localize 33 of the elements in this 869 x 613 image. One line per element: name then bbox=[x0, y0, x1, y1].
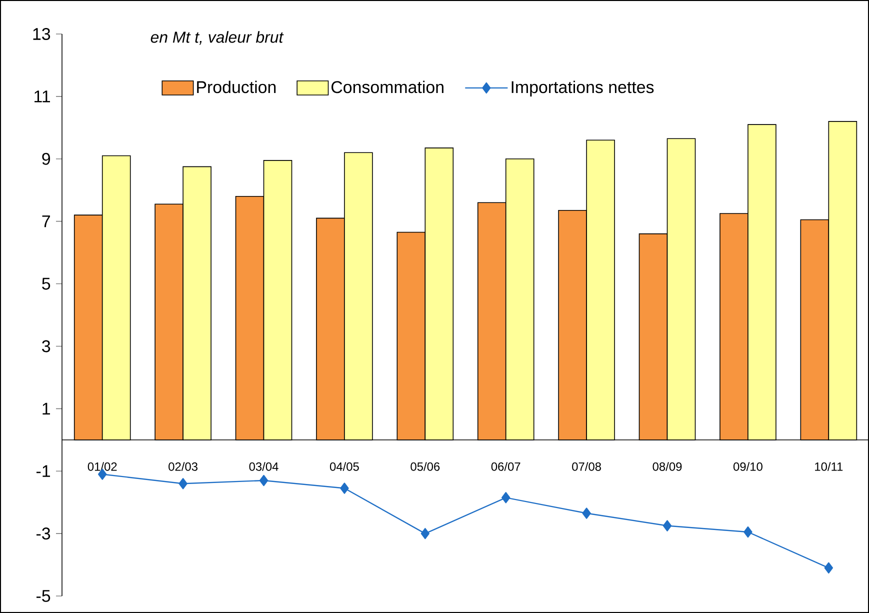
y-tick-label: -3 bbox=[36, 528, 50, 540]
point bbox=[502, 492, 510, 504]
point bbox=[420, 528, 430, 540]
y-tick-label: 7 bbox=[42, 216, 50, 228]
x-tick-label: 09/10 bbox=[733, 462, 762, 471]
point bbox=[744, 526, 752, 538]
y-tick-label: 13 bbox=[33, 28, 50, 40]
legend-label: Consommation bbox=[332, 80, 444, 94]
x-tick-label: 08/09 bbox=[652, 462, 682, 471]
point bbox=[340, 482, 349, 494]
legend-label: Production bbox=[197, 80, 276, 94]
x-tick-label: 10/11 bbox=[815, 462, 843, 471]
y-tick-label: -5 bbox=[36, 590, 50, 602]
y-tick-label: 9 bbox=[42, 152, 50, 165]
x-tick-label: 02/03 bbox=[168, 462, 198, 471]
x-tick-label: 03/04 bbox=[249, 462, 278, 471]
legend-label: Importations nettes bbox=[512, 80, 654, 96]
x-tick-label: 06/07 bbox=[491, 462, 520, 471]
point bbox=[662, 520, 672, 532]
x-tick-label: 07/08 bbox=[572, 462, 601, 471]
point bbox=[178, 478, 188, 490]
point bbox=[259, 474, 268, 486]
y-tick-label: -1 bbox=[36, 465, 50, 477]
point bbox=[582, 508, 591, 519]
y-tick-label: 1 bbox=[42, 402, 50, 414]
point bbox=[824, 562, 834, 574]
annotation: en Mt t, valeur brut bbox=[150, 31, 284, 45]
y-tick-label: 3 bbox=[42, 340, 50, 352]
x-tick-label: 04/05 bbox=[330, 462, 359, 471]
y-tick-label: 11 bbox=[34, 90, 50, 102]
y-tick-label: 5 bbox=[42, 278, 50, 290]
x-tick-label: 01/02 bbox=[88, 462, 117, 471]
x-tick-label: 05/06 bbox=[410, 462, 440, 471]
